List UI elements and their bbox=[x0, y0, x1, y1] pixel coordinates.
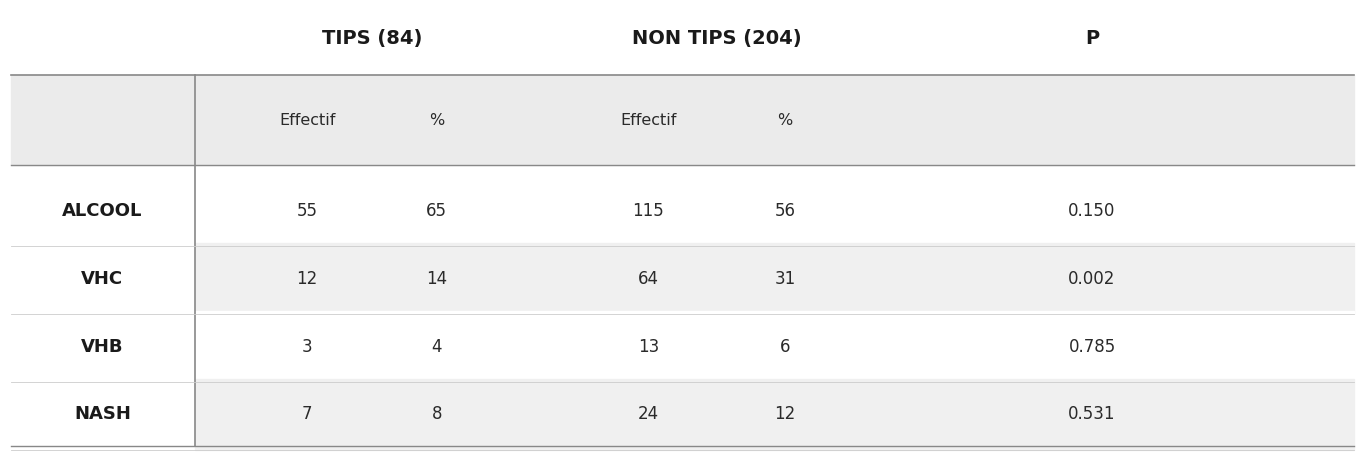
Text: 55: 55 bbox=[296, 202, 318, 220]
Text: 0.531: 0.531 bbox=[1069, 405, 1115, 424]
Text: VHC: VHC bbox=[82, 270, 123, 288]
Text: 4: 4 bbox=[431, 337, 442, 356]
Bar bbox=[195, 379, 1354, 449]
Text: %: % bbox=[777, 112, 793, 128]
Bar bbox=[11, 75, 1354, 165]
Text: %: % bbox=[429, 112, 445, 128]
Text: 3: 3 bbox=[302, 337, 313, 356]
Text: ALCOOL: ALCOOL bbox=[63, 202, 142, 220]
Text: NASH: NASH bbox=[74, 405, 131, 424]
Text: 65: 65 bbox=[426, 202, 448, 220]
Text: 115: 115 bbox=[632, 202, 665, 220]
Text: NON TIPS (204): NON TIPS (204) bbox=[632, 29, 801, 48]
Bar bbox=[195, 175, 1354, 246]
Text: 13: 13 bbox=[637, 337, 659, 356]
Text: 0.002: 0.002 bbox=[1069, 270, 1115, 288]
Bar bbox=[195, 312, 1354, 381]
Text: 31: 31 bbox=[774, 270, 796, 288]
Text: 64: 64 bbox=[637, 270, 659, 288]
Bar bbox=[195, 244, 1354, 314]
Text: Effectif: Effectif bbox=[278, 112, 336, 128]
Text: TIPS (84): TIPS (84) bbox=[322, 29, 422, 48]
Text: 0.785: 0.785 bbox=[1069, 337, 1115, 356]
Text: Effectif: Effectif bbox=[620, 112, 677, 128]
Text: 56: 56 bbox=[774, 202, 796, 220]
Text: 8: 8 bbox=[431, 405, 442, 424]
Text: 12: 12 bbox=[774, 405, 796, 424]
Text: P: P bbox=[1085, 29, 1099, 48]
Text: 7: 7 bbox=[302, 405, 313, 424]
Text: 6: 6 bbox=[779, 337, 790, 356]
Text: 0.150: 0.150 bbox=[1069, 202, 1115, 220]
Text: VHB: VHB bbox=[81, 337, 124, 356]
Text: 14: 14 bbox=[426, 270, 448, 288]
Text: 12: 12 bbox=[296, 270, 318, 288]
Text: 24: 24 bbox=[637, 405, 659, 424]
